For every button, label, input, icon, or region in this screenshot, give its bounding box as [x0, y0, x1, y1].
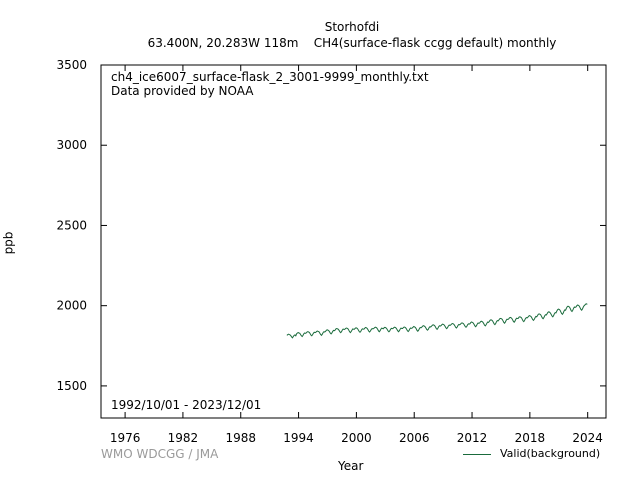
- period-label: 1992/10/01 - 2023/12/01: [111, 398, 262, 412]
- chart-title: Storhofdi: [324, 20, 380, 34]
- x-tick-label: 2018: [515, 431, 546, 445]
- y-tick-label: 3000: [56, 138, 87, 152]
- subtitle-gas: CH4(surface-flask ccgg default) monthly: [313, 36, 557, 50]
- series-line-valid-background: [286, 303, 588, 339]
- credit-text: WMO WDCGG / JMA: [101, 447, 219, 461]
- x-axis-label: Year: [338, 459, 364, 473]
- y-tick-label: 3500: [56, 58, 87, 72]
- x-tick-label: 1982: [168, 431, 199, 445]
- x-tick-label: 2006: [399, 431, 430, 445]
- x-tick-label: 1976: [110, 431, 141, 445]
- y-tick-label: 2000: [56, 299, 87, 313]
- x-tick-label: 2000: [341, 431, 372, 445]
- y-tick-label: 2500: [56, 218, 87, 232]
- axis-ticks: 1976 1982 1988 1994 2000 2006 2012 2018 2024 1500…: [56, 58, 606, 445]
- legend-label: Valid(background): [500, 447, 601, 460]
- subtitle-location: 63.400N, 20.283W 118m: [147, 36, 299, 50]
- legend-line: [463, 454, 491, 455]
- plot-frame: [100, 64, 607, 419]
- provider-label: Data provided by NOAA: [111, 84, 254, 98]
- chart-subtitle: 63.400N, 20.283W 118m CH4(surface-flask …: [0, 36, 640, 50]
- x-tick-label: 1988: [225, 431, 256, 445]
- y-tick-label: 1500: [56, 379, 87, 393]
- x-tick-label: 1994: [283, 431, 314, 445]
- file-label: ch4_ice6007_surface-flask_2_3001-9999_mo…: [111, 70, 429, 84]
- x-tick-label: 2024: [572, 431, 603, 445]
- x-tick-label: 2012: [457, 431, 488, 445]
